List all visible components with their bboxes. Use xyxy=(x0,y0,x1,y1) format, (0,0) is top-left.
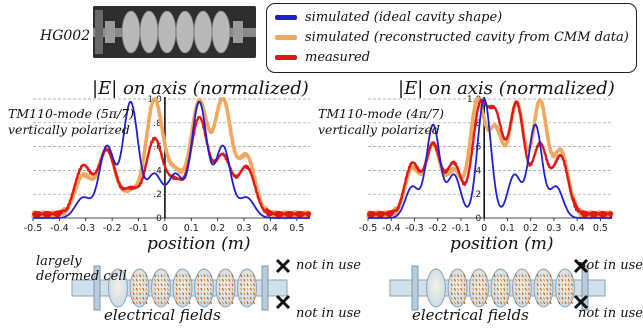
right-x-tick-label: 0.4 xyxy=(570,223,585,234)
left-x-mark-top xyxy=(277,260,289,272)
right-x-tick-label: -0.2 xyxy=(428,223,447,234)
left-not-in-use-top: not in use xyxy=(296,258,361,273)
right-x-tick-label: 0.3 xyxy=(546,223,561,234)
left-cavity-cell xyxy=(173,269,192,307)
right-mode-label-line2: vertically polarized xyxy=(318,122,444,138)
right-x-tick-label: 0.1 xyxy=(500,223,515,234)
left-x-mark-bottom xyxy=(277,296,289,308)
right-cavity-cell xyxy=(513,269,532,307)
right-x-tick-label: 0.5 xyxy=(593,223,608,234)
left-cavity-cell xyxy=(238,269,257,307)
right-x-axis-label: position (m) xyxy=(450,234,554,254)
left-mode-label-line1: TM110-mode (5π/7) xyxy=(8,106,134,122)
left-cavity-cell xyxy=(216,269,235,307)
right-not-in-use-bottom: not in use xyxy=(578,306,643,321)
left-flange-right xyxy=(262,266,268,310)
right-cavity-cell xyxy=(556,269,575,307)
left-not-in-use-bottom: not in use xyxy=(296,306,361,321)
right-cavity-cell xyxy=(448,269,467,307)
left-cavity-cell xyxy=(195,269,214,307)
left-mode-label: TM110-mode (5π/7) vertically polarized xyxy=(8,106,134,138)
right-x-tick-label: -0.4 xyxy=(382,223,401,234)
right-flange xyxy=(412,266,418,310)
right-cavity-cell xyxy=(427,269,446,307)
left-cavity-cell xyxy=(130,269,149,307)
left-electrical-fields-label: electrical fields xyxy=(104,306,221,324)
left-cavity-cell xyxy=(152,269,171,307)
right-x-tick-label: -0.1 xyxy=(452,223,471,234)
right-cavity-cell xyxy=(470,269,489,307)
right-y-tick-label: .2 xyxy=(473,190,482,200)
right-mode-label-line1: TM110-mode (4π/7) xyxy=(318,106,444,122)
right-electrical-fields-label: electrical fields xyxy=(412,306,529,324)
deformed-cell-annotation: largely deformed cell xyxy=(36,254,128,284)
right-cavity-cell xyxy=(534,269,553,307)
left-x-axis-label: position (m) xyxy=(147,234,251,254)
right-cavity-cell xyxy=(491,269,510,307)
right-x-tick-label: 0 xyxy=(481,223,487,234)
right-x-tick-label: 0.2 xyxy=(523,223,538,234)
right-x-tick-label: -0.3 xyxy=(405,223,424,234)
right-mode-label: TM110-mode (4π/7) vertically polarized xyxy=(318,106,444,138)
right-not-in-use-top: not in use xyxy=(578,258,643,273)
left-mode-label-line2: vertically polarized xyxy=(8,122,134,138)
right-cavity-schematic xyxy=(390,260,605,310)
right-x-tick-label: -0.5 xyxy=(359,223,378,234)
